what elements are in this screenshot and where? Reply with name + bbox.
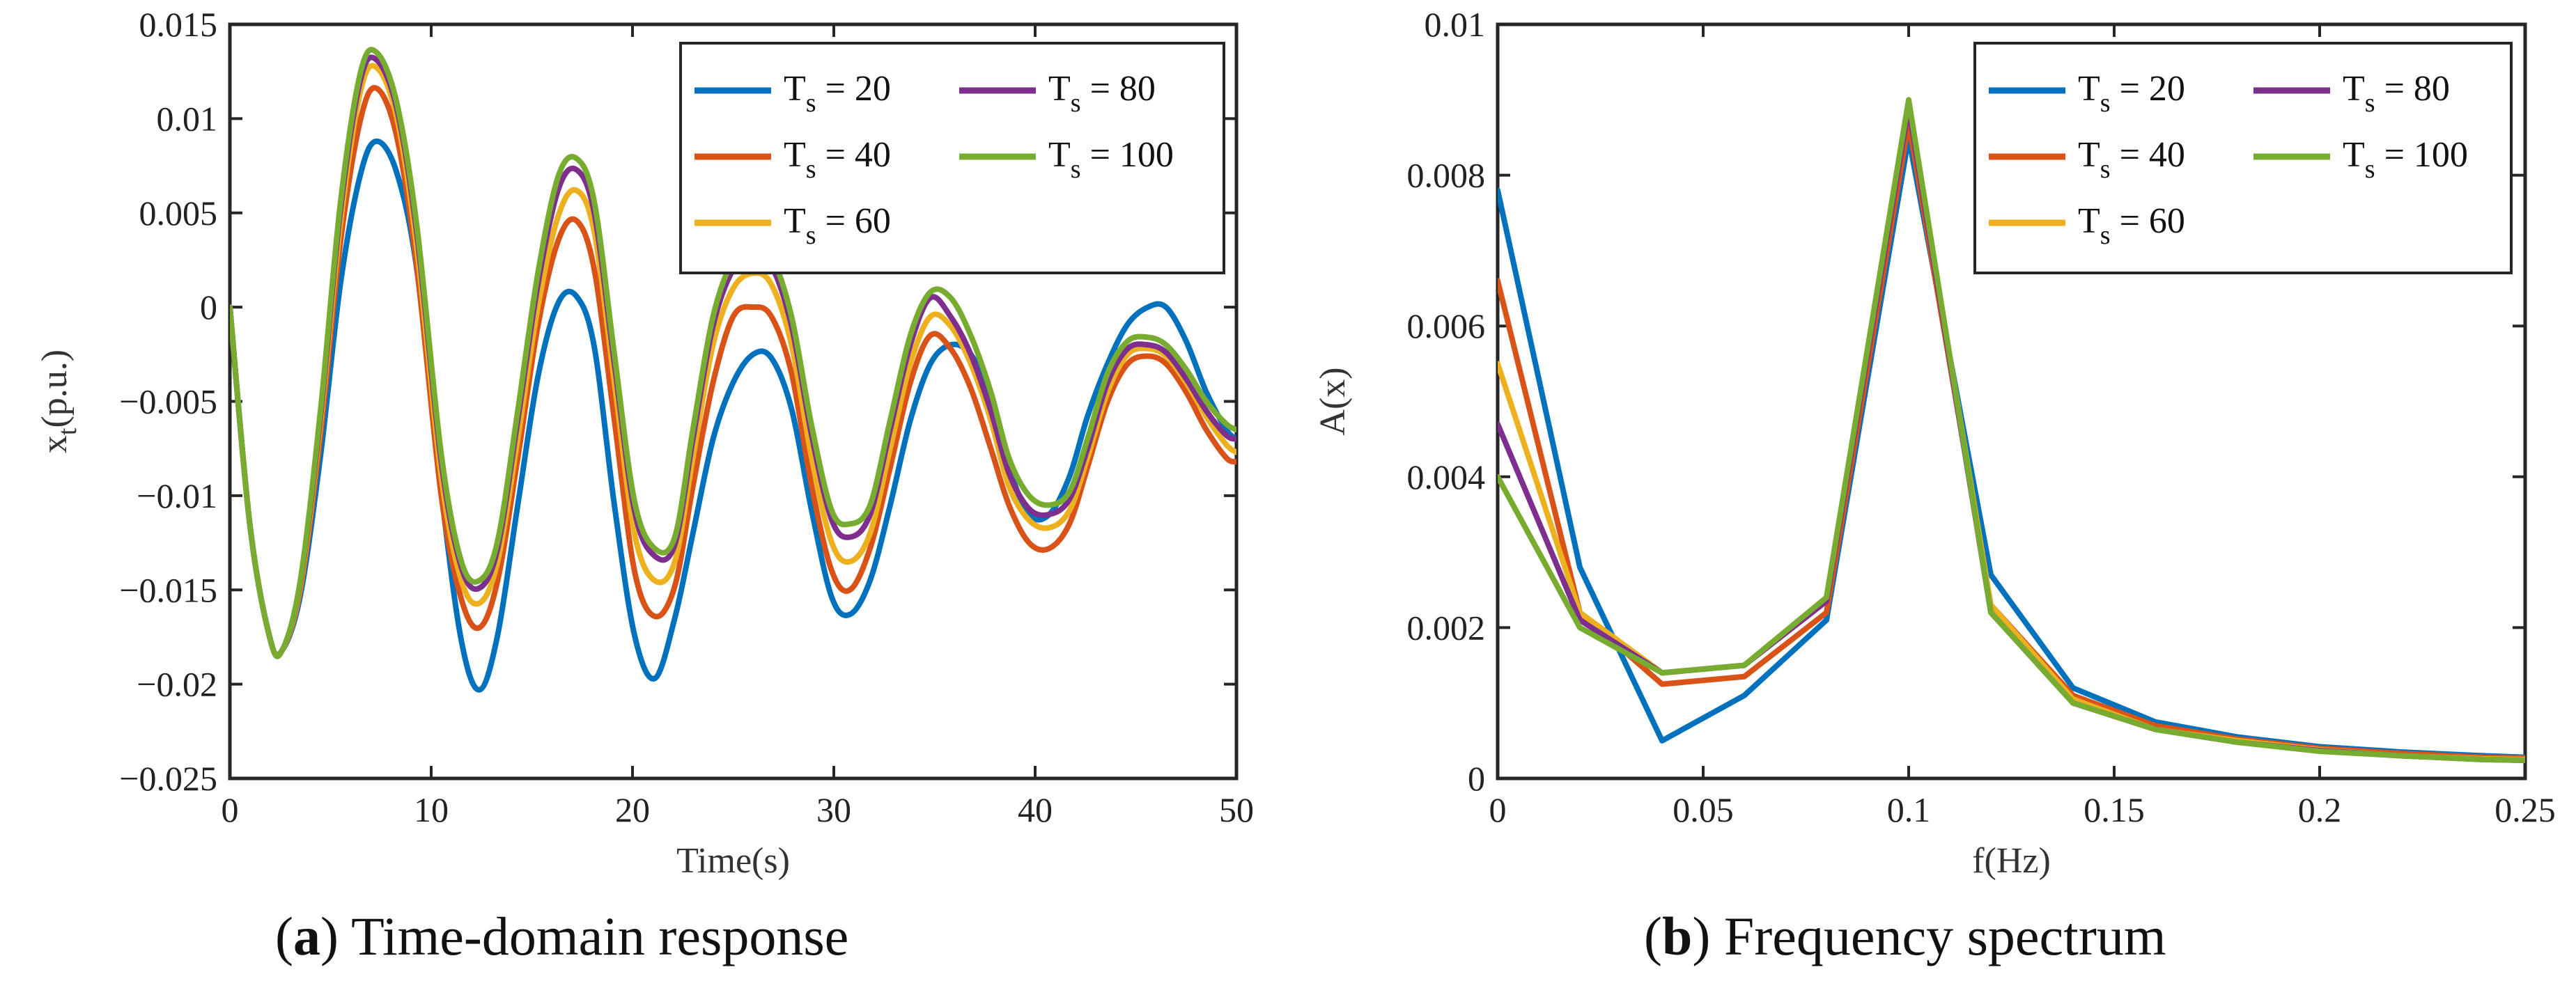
y-axis-label-main: A(x): [1313, 367, 1353, 435]
caption-a-text: Time-domain response: [351, 906, 849, 966]
x-axis-label: f(Hz): [1972, 841, 2051, 881]
y-tick-label: 0.01: [157, 99, 218, 138]
x-tick-label: 0.2: [2298, 790, 2342, 829]
legend-item: Ts = 20: [1989, 69, 2185, 118]
legend-label: Ts = 100: [2343, 135, 2468, 184]
legend-label: Ts = 80: [1048, 69, 1156, 118]
y-tick-label: −0.025: [119, 759, 217, 798]
x-tick-label: 40: [1018, 790, 1053, 829]
x-tick-label: 30: [816, 790, 851, 829]
legend-label: Ts = 40: [2078, 135, 2185, 184]
legend-item: Ts = 80: [959, 69, 1156, 118]
y-axis-label-sub: t: [53, 428, 82, 435]
caption-a: (a) Time-domain response: [275, 906, 849, 966]
y-tick-label: −0.005: [119, 382, 217, 421]
legend: Ts = 20 Ts = 40 Ts = 60 Ts = 80 Ts = 100: [679, 42, 1225, 274]
x-tick-label: 0.1: [1887, 790, 1931, 829]
x-tick-label: 10: [414, 790, 449, 829]
caption-b: (b) Frequency spectrum: [1644, 906, 2166, 966]
legend-label: Ts = 20: [2078, 69, 2185, 118]
y-axis-label-main: x: [35, 435, 75, 453]
legend-label: Ts = 60: [784, 201, 891, 250]
x-tick-label: 0.05: [1673, 790, 1734, 829]
legend-item: Ts = 60: [1989, 201, 2185, 250]
x-tick-label: 0.25: [2494, 790, 2556, 829]
y-tick-label: −0.02: [137, 665, 217, 704]
x-tick-label: 20: [615, 790, 650, 829]
legend-item: Ts = 60: [695, 201, 891, 250]
chart-a: −0.025 −0.02 −0.015 −0.01 −0.005 0 0.005 0.01 0.…: [35, 5, 1254, 881]
series-group: [1498, 97, 2525, 764]
legend-label: Ts = 80: [2343, 69, 2450, 118]
series-line-Ts40: [230, 85, 1236, 659]
legend-item: Ts = 80: [2253, 69, 2450, 118]
y-axis-label: xt(p.u.): [35, 350, 82, 453]
y-tick-label: 0.005: [139, 194, 218, 233]
legend-label: Ts = 60: [2078, 201, 2185, 250]
y-tick-label: 0: [1468, 759, 1485, 798]
caption-a-letter: a: [293, 906, 320, 966]
x-tick-label: 0: [1489, 790, 1507, 829]
caption-b-text: Frequency spectrum: [1723, 906, 2166, 966]
x-tick-label: 0.15: [2084, 790, 2145, 829]
legend: Ts = 20 Ts = 40 Ts = 60 Ts = 80 Ts = 100: [1973, 42, 2513, 274]
legend-label: Ts = 20: [784, 69, 891, 118]
caption-b-letter: b: [1661, 906, 1693, 966]
y-tick-label: 0.015: [139, 5, 218, 44]
y-tick-label: 0.008: [1407, 156, 1486, 195]
x-tick-label: 0: [222, 790, 239, 829]
y-axis-label: A(x): [1313, 367, 1353, 435]
y-tick-label: 0.006: [1407, 306, 1486, 345]
series-line-Ts100: [1498, 97, 2525, 764]
y-tick-label: 0.002: [1407, 608, 1486, 647]
y-tick-label: −0.015: [119, 570, 217, 609]
legend-label: Ts = 100: [1048, 135, 1174, 184]
x-axis-label: Time(s): [676, 841, 790, 881]
y-tick-label: 0: [200, 288, 217, 327]
series-line-Ts20: [230, 138, 1236, 693]
legend-item: Ts = 100: [2253, 135, 2468, 184]
y-tick-label: −0.01: [137, 476, 217, 515]
y-axis-label-suffix: (p.u.): [35, 350, 75, 428]
y-tick-label: 0.01: [1425, 5, 1486, 44]
series-line-Ts100: [230, 47, 1236, 659]
legend-item: Ts = 40: [1989, 135, 2185, 184]
x-tick-label: 50: [1219, 790, 1254, 829]
chart-b: 0 0.002 0.004 0.006 0.008 0.01 0 0.05 0.1 0.15 0.2…: [1313, 5, 2556, 881]
legend-label: Ts = 40: [784, 135, 891, 184]
series-group: [230, 47, 1236, 693]
legend-item: Ts = 40: [695, 135, 891, 184]
legend-item: Ts = 100: [959, 135, 1174, 184]
y-tick-label: 0.004: [1407, 457, 1486, 496]
legend-item: Ts = 20: [695, 69, 891, 118]
